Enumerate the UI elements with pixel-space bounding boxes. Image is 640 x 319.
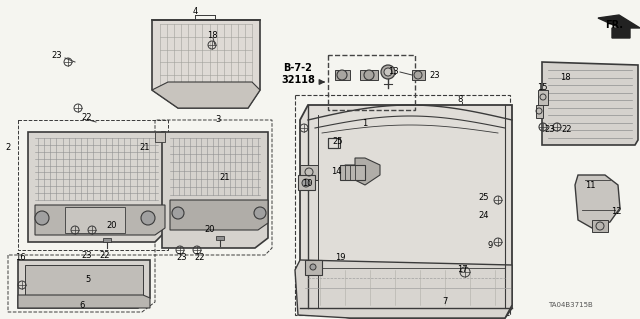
Polygon shape bbox=[35, 205, 165, 235]
Text: 17: 17 bbox=[457, 265, 467, 275]
Text: 22: 22 bbox=[562, 125, 572, 135]
Text: 21: 21 bbox=[140, 144, 150, 152]
Text: 23: 23 bbox=[82, 251, 92, 261]
Text: 16: 16 bbox=[15, 254, 26, 263]
Text: 1: 1 bbox=[362, 118, 367, 128]
Text: 4: 4 bbox=[193, 8, 198, 17]
Polygon shape bbox=[592, 220, 608, 232]
Circle shape bbox=[381, 65, 395, 79]
Text: 20: 20 bbox=[205, 226, 215, 234]
Polygon shape bbox=[300, 105, 512, 318]
Polygon shape bbox=[300, 165, 318, 180]
Polygon shape bbox=[598, 15, 640, 38]
Polygon shape bbox=[28, 132, 165, 242]
Circle shape bbox=[141, 211, 155, 225]
Text: 21: 21 bbox=[220, 174, 230, 182]
Polygon shape bbox=[335, 70, 350, 80]
Circle shape bbox=[364, 70, 374, 80]
Text: 7: 7 bbox=[442, 298, 448, 307]
Text: FR.: FR. bbox=[605, 20, 623, 30]
Polygon shape bbox=[542, 62, 638, 145]
Text: 19: 19 bbox=[335, 254, 345, 263]
Text: 24: 24 bbox=[479, 211, 489, 219]
Text: 25: 25 bbox=[479, 194, 489, 203]
Circle shape bbox=[254, 207, 266, 219]
Circle shape bbox=[337, 70, 347, 80]
Polygon shape bbox=[298, 175, 315, 190]
Text: 32118: 32118 bbox=[281, 75, 315, 85]
Text: 23: 23 bbox=[177, 253, 188, 262]
Text: 22: 22 bbox=[100, 251, 110, 261]
Text: 5: 5 bbox=[85, 276, 91, 285]
Circle shape bbox=[35, 211, 49, 225]
Polygon shape bbox=[18, 295, 150, 308]
Text: 14: 14 bbox=[331, 167, 341, 176]
Polygon shape bbox=[25, 265, 143, 295]
Text: TA04B3715B: TA04B3715B bbox=[548, 302, 593, 308]
Text: 18: 18 bbox=[207, 31, 218, 40]
Polygon shape bbox=[345, 158, 380, 185]
Polygon shape bbox=[103, 238, 111, 242]
Polygon shape bbox=[295, 260, 512, 318]
Polygon shape bbox=[18, 260, 150, 308]
Text: 22: 22 bbox=[82, 114, 92, 122]
Polygon shape bbox=[305, 260, 322, 275]
Text: 13: 13 bbox=[388, 68, 398, 77]
Text: 11: 11 bbox=[585, 181, 595, 189]
Text: 2: 2 bbox=[5, 144, 11, 152]
Circle shape bbox=[310, 264, 316, 270]
Polygon shape bbox=[538, 90, 548, 105]
Polygon shape bbox=[155, 132, 165, 142]
Circle shape bbox=[302, 179, 310, 187]
Text: 23: 23 bbox=[429, 70, 440, 79]
Polygon shape bbox=[575, 175, 620, 228]
Polygon shape bbox=[162, 132, 268, 248]
Polygon shape bbox=[152, 20, 260, 108]
Text: 8: 8 bbox=[458, 95, 463, 105]
Text: 23: 23 bbox=[52, 50, 62, 60]
Polygon shape bbox=[152, 82, 260, 108]
Text: 18: 18 bbox=[560, 73, 570, 83]
Polygon shape bbox=[360, 70, 378, 80]
Polygon shape bbox=[340, 165, 365, 180]
Text: B-7-2: B-7-2 bbox=[284, 63, 312, 73]
Circle shape bbox=[384, 68, 392, 76]
Polygon shape bbox=[216, 236, 224, 240]
Text: 23: 23 bbox=[545, 125, 556, 135]
Text: 15: 15 bbox=[537, 84, 547, 93]
Text: 20: 20 bbox=[107, 220, 117, 229]
Text: 9: 9 bbox=[488, 241, 493, 249]
Polygon shape bbox=[412, 70, 425, 80]
Text: 22: 22 bbox=[195, 253, 205, 262]
Polygon shape bbox=[170, 200, 268, 230]
Polygon shape bbox=[536, 105, 543, 118]
Text: 25: 25 bbox=[333, 137, 343, 146]
Circle shape bbox=[172, 207, 184, 219]
Text: 10: 10 bbox=[301, 179, 312, 188]
Text: 6: 6 bbox=[79, 300, 84, 309]
Text: 12: 12 bbox=[611, 207, 621, 217]
Polygon shape bbox=[65, 207, 125, 233]
Circle shape bbox=[414, 71, 422, 79]
Text: 3: 3 bbox=[215, 115, 221, 124]
